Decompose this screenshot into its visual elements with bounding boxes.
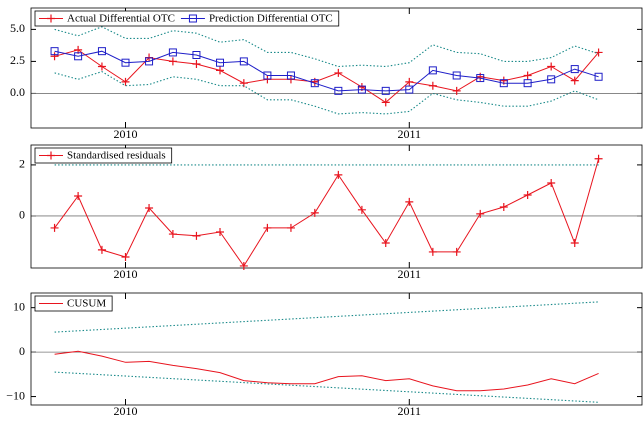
legend-label: CUSUM	[67, 298, 106, 310]
marker	[357, 85, 366, 94]
y-tick-label: 0	[19, 208, 25, 222]
marker	[310, 208, 319, 217]
marker	[145, 57, 154, 66]
plot-frame	[30, 7, 643, 129]
marker	[452, 71, 461, 80]
marker	[50, 223, 59, 232]
marker	[381, 98, 390, 107]
marker	[476, 209, 485, 218]
series-line	[54, 301, 599, 333]
x-tick-label: 2011	[398, 127, 422, 141]
series-line	[54, 350, 599, 392]
marker	[547, 75, 556, 84]
plot-frame	[30, 292, 643, 406]
legend-label: Standardised residuals	[67, 150, 166, 162]
plot-frame	[30, 144, 643, 269]
marker	[74, 52, 83, 61]
marker	[523, 71, 532, 80]
legend-box	[34, 295, 113, 312]
series-line	[54, 158, 600, 267]
marker	[168, 48, 177, 57]
marker	[499, 203, 508, 212]
marker	[97, 47, 106, 56]
marker	[188, 14, 197, 23]
marker	[50, 52, 59, 61]
marker	[476, 74, 485, 83]
marker	[121, 253, 130, 262]
legend-label: Actual Differential OTC	[67, 13, 175, 25]
marker	[97, 245, 106, 254]
marker	[286, 223, 295, 232]
marker	[594, 72, 603, 81]
marker	[239, 79, 248, 88]
x-tick-label: 2010	[114, 267, 138, 281]
marker	[192, 59, 201, 68]
marker	[74, 192, 83, 201]
marker	[452, 86, 461, 95]
marker	[216, 228, 225, 237]
y-tick-label: 2.5	[10, 53, 25, 67]
marker	[216, 58, 225, 67]
marker	[428, 247, 437, 256]
marker	[286, 71, 295, 80]
marker	[476, 72, 485, 81]
y-tick-label: 2	[19, 157, 25, 171]
marker	[310, 79, 319, 88]
legend-box	[34, 147, 173, 164]
y-tick-label: 5.0	[10, 21, 25, 35]
x-tick-label: 2010	[114, 127, 138, 141]
marker	[570, 76, 579, 85]
legend: Actual Differential OTC Prediction Differ…	[34, 10, 340, 27]
marker	[523, 191, 532, 200]
marker	[47, 151, 55, 160]
x-tick-label: 2010	[114, 404, 138, 418]
marker	[452, 247, 461, 256]
marker	[263, 71, 272, 80]
marker	[334, 68, 343, 77]
marker	[570, 238, 579, 247]
series-line	[54, 26, 599, 68]
marker	[168, 57, 177, 66]
x-tick-label: 2011	[398, 404, 422, 418]
marker	[192, 231, 201, 240]
series-line	[54, 49, 599, 104]
marker	[357, 205, 366, 214]
marker	[263, 223, 272, 232]
marker	[334, 170, 343, 179]
marker	[121, 77, 130, 86]
marker	[547, 179, 556, 188]
marker	[145, 204, 154, 213]
marker	[239, 57, 248, 66]
legend: CUSUM	[34, 295, 113, 312]
marker	[594, 154, 603, 163]
marker	[239, 261, 248, 270]
marker	[381, 86, 390, 95]
marker	[547, 62, 556, 71]
marker	[405, 77, 414, 86]
x-tick-label: 2011	[398, 267, 422, 281]
marker	[405, 85, 414, 94]
marker	[97, 62, 106, 71]
y-tick-label: 0.0	[10, 85, 25, 99]
legend: Standardised residuals	[34, 147, 173, 164]
marker	[499, 79, 508, 88]
marker	[47, 14, 55, 23]
marker	[192, 51, 201, 60]
marker	[168, 230, 177, 239]
marker	[216, 66, 225, 75]
marker	[334, 86, 343, 95]
marker	[428, 66, 437, 75]
marker	[428, 81, 437, 90]
marker	[570, 65, 579, 74]
marker	[121, 58, 130, 67]
y-tick-label: 0	[19, 344, 25, 358]
y-tick-label: 10	[13, 299, 25, 313]
marker	[381, 238, 390, 247]
legend-label: Prediction Differential OTC	[209, 13, 333, 25]
marker	[523, 79, 532, 88]
y-tick-label: −10	[6, 388, 25, 402]
marker	[405, 197, 414, 206]
marker	[50, 47, 59, 56]
